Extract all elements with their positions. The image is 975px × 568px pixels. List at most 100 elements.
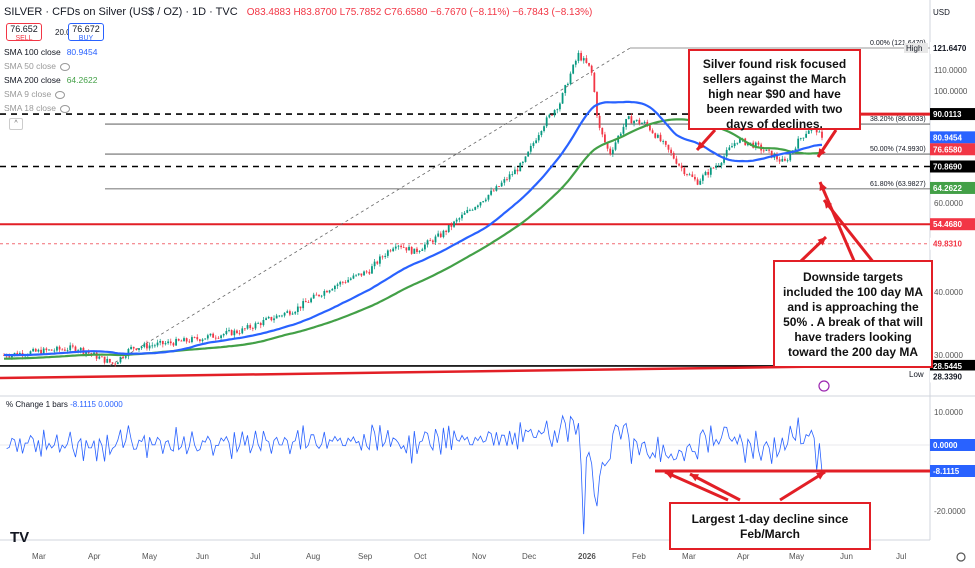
- candle-body: [389, 250, 392, 252]
- candle-body: [492, 190, 495, 192]
- candle-body: [514, 169, 516, 175]
- indicator-value: 80.9454: [66, 47, 98, 57]
- candle-body: [146, 343, 148, 349]
- candle-body: [347, 279, 350, 283]
- indicator-label: SMA 50 close: [4, 61, 56, 71]
- candle-body: [725, 149, 728, 157]
- x-tick-label: Nov: [472, 552, 486, 561]
- candle-body: [379, 256, 381, 264]
- candle-body: [130, 346, 132, 350]
- candle-body: [222, 333, 225, 336]
- indicator-row[interactable]: SMA 200 close 64.2622: [4, 75, 97, 85]
- x-tick-label: Apr: [737, 552, 750, 561]
- candle-body: [410, 246, 413, 254]
- price-tag: [930, 131, 975, 144]
- candle-body: [646, 121, 649, 126]
- price-tag: [930, 370, 975, 383]
- candle-body: [214, 337, 217, 339]
- callout-top-line: high near $90 and have: [708, 87, 841, 101]
- callout-mid-line: have traders looking: [794, 330, 912, 344]
- pc-value-2: 0.0000: [98, 400, 123, 409]
- candle-body: [672, 153, 675, 159]
- x-tick-label: Oct: [414, 552, 427, 561]
- candle-body: [786, 160, 789, 162]
- candle-body: [622, 126, 625, 134]
- candle-body: [45, 348, 48, 351]
- price-tag-label: 54.4680: [933, 220, 962, 229]
- candle-body: [127, 349, 130, 357]
- candle-body: [228, 330, 230, 331]
- candle-body: [156, 342, 159, 346]
- eye-off-icon[interactable]: [59, 62, 70, 71]
- candle-body: [85, 352, 87, 354]
- price-tag-label: 28.5445: [933, 362, 962, 371]
- candle-body: [421, 249, 424, 251]
- pc-tick-label: 10.0000: [934, 408, 963, 417]
- candle-body: [609, 148, 612, 154]
- candle-body: [691, 174, 694, 177]
- candle-body: [662, 141, 665, 142]
- candle-body: [368, 271, 371, 274]
- indicator-row[interactable]: SMA 50 close: [4, 61, 70, 71]
- candle-body: [643, 121, 646, 124]
- collapse-legend-button[interactable]: ^: [9, 118, 23, 130]
- candle-body: [416, 248, 418, 252]
- price-tag-label: 76.6580: [933, 145, 962, 154]
- x-tick-label: Jul: [896, 552, 906, 561]
- red-arrowhead: [697, 141, 706, 150]
- indicator-row[interactable]: SMA 18 close: [4, 103, 70, 113]
- candle-body: [566, 83, 569, 86]
- candle-body: [604, 134, 606, 143]
- x-tick-label: Dec: [522, 552, 536, 561]
- price-tag-label: 49.8310: [933, 240, 962, 249]
- candle-body: [749, 142, 752, 144]
- symbol-title[interactable]: SILVER · CFDs on Silver (US$ / OZ) · 1D …: [4, 6, 238, 18]
- candle-body: [326, 290, 328, 293]
- candle-body: [116, 362, 119, 365]
- candle-body: [58, 346, 61, 350]
- candle-body: [302, 301, 305, 309]
- sell-button[interactable]: 76.652 SELL: [6, 23, 42, 42]
- candle-body: [532, 143, 535, 146]
- candle-body: [143, 343, 146, 347]
- indicator-label: SMA 18 close: [4, 103, 56, 113]
- callout-top-line: sellers against the March: [702, 72, 847, 86]
- candle-body: [675, 158, 678, 164]
- eye-off-icon[interactable]: [59, 104, 70, 113]
- candle-body: [307, 302, 310, 303]
- y-tick-label: 110.0000: [934, 66, 967, 75]
- candle-body: [625, 119, 628, 127]
- candle-body: [667, 144, 670, 150]
- candle-body: [177, 338, 180, 341]
- candle-body: [365, 271, 368, 273]
- candle-body: [48, 349, 50, 351]
- candle-body: [241, 328, 244, 334]
- candle-body: [341, 281, 344, 283]
- candle-body: [334, 285, 336, 290]
- candle-body: [794, 148, 797, 151]
- indicator-row[interactable]: SMA 100 close 80.9454: [4, 47, 97, 57]
- price-tag: [930, 218, 975, 231]
- candle-body: [498, 186, 500, 187]
- indicator-row[interactable]: SMA 9 close: [4, 89, 66, 99]
- candle-body: [720, 162, 723, 166]
- candle-body: [251, 328, 254, 329]
- candle-body: [580, 52, 583, 61]
- candle-body: [161, 340, 164, 345]
- candle-body: [246, 325, 249, 329]
- candle-body: [619, 133, 622, 136]
- low-label: Low: [909, 370, 924, 379]
- x-tick-label: Aug: [306, 552, 320, 561]
- candle-body: [519, 163, 522, 172]
- price-tag: [930, 359, 975, 372]
- eye-off-icon[interactable]: [55, 90, 66, 99]
- candle-body: [243, 328, 246, 330]
- candle-body: [569, 73, 572, 84]
- candle-body: [135, 348, 138, 350]
- candle-body: [196, 337, 199, 340]
- candle-body: [789, 153, 792, 161]
- candle-body: [148, 345, 151, 349]
- buy-button[interactable]: 76.672 BUY: [68, 23, 104, 42]
- candle-body: [69, 345, 72, 351]
